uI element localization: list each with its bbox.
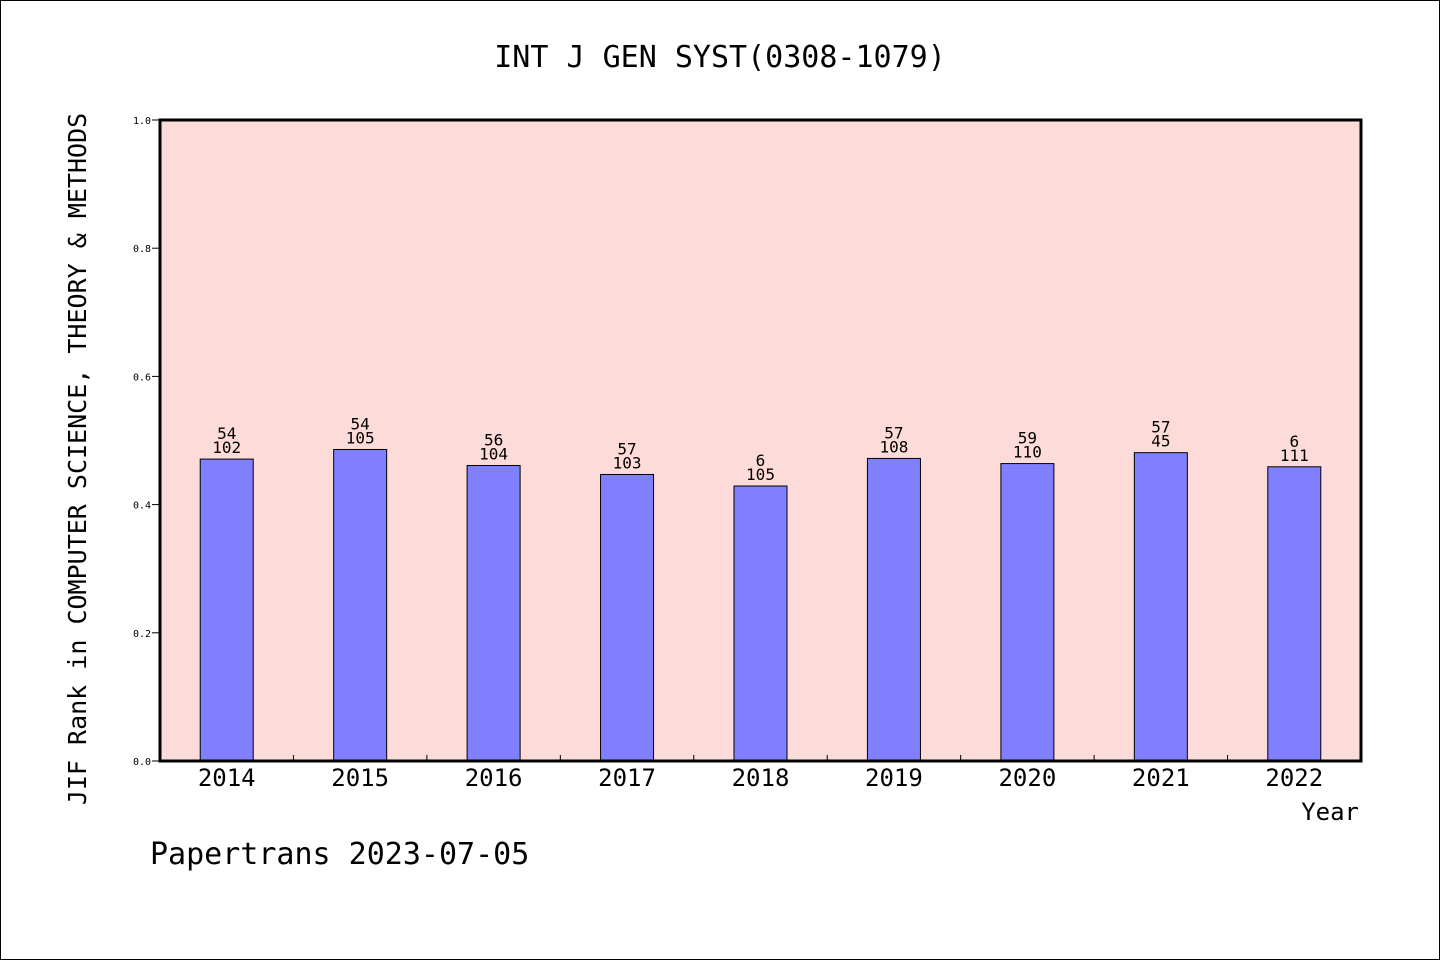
x-tick-label: 2019 [865, 764, 923, 792]
x-tick-label: 2018 [732, 764, 790, 792]
bar-2019 [866, 457, 921, 762]
data-label-top: 57 [884, 423, 903, 442]
data-label-bottom: 111 [1280, 446, 1309, 465]
plot-border [158, 118, 1363, 763]
footer-text: Papertrans 2023-07-05 [150, 837, 529, 872]
data-label-top: 54 [351, 414, 370, 433]
data-label-bottom: 45 [1151, 432, 1170, 451]
x-tick-label: 2015 [331, 764, 389, 792]
data-label-top: 56 [484, 430, 503, 449]
y-tick-label: 0.6 [133, 372, 151, 383]
y-axis-ticks: 0.0 0.2 0.4 0.6 0.8 1.0 [133, 116, 160, 768]
bar-series [199, 448, 1322, 762]
data-label-top: 59 [1018, 429, 1037, 448]
data-label-bottom: 105 [746, 465, 775, 484]
bar-2021 [1133, 452, 1188, 762]
x-axis-label: Year [1301, 798, 1359, 826]
y-tick-label: 0.4 [133, 501, 151, 512]
x-tick-label: 2022 [1265, 764, 1323, 792]
data-label-top: 6 [1289, 432, 1299, 451]
data-label-bottom: 105 [346, 428, 375, 447]
x-tick-label: 2020 [998, 764, 1056, 792]
x-tick-label: 2016 [465, 764, 523, 792]
bar-2020 [1000, 463, 1055, 762]
data-label-bottom: 110 [1013, 443, 1042, 462]
data-label-top: 57 [617, 439, 636, 458]
bar-2015 [333, 448, 388, 762]
bar-2017 [600, 473, 655, 762]
data-label-top: 54 [217, 424, 236, 443]
data-label-bottom: 108 [879, 437, 908, 456]
data-label-top: 6 [756, 451, 766, 470]
y-tick-label: 1.0 [133, 116, 151, 127]
y-tick-label: 0.2 [133, 629, 151, 640]
y-axis-label: JIF Rank in COMPUTER SCIENCE, THEORY & M… [63, 113, 92, 805]
y-tick-label: 0.8 [133, 244, 151, 255]
x-axis-ticks: 2014 2015 2016 2017 2018 2019 2020 2021 2022 [198, 755, 1323, 792]
bar-2014 [199, 458, 254, 762]
data-label-bottom: 104 [479, 444, 508, 463]
y-tick-label: 0.0 [133, 757, 151, 768]
data-label-top: 57 [1151, 418, 1170, 437]
x-tick-label: 2014 [198, 764, 256, 792]
chart-title: INT J GEN SYST(0308-1079) [494, 40, 946, 75]
bar-2022 [1267, 466, 1322, 762]
x-tick-label: 2017 [598, 764, 656, 792]
data-label-bottom: 103 [613, 453, 642, 472]
bar-2016 [466, 464, 521, 762]
bar-2018 [733, 485, 788, 762]
data-label-bottom: 102 [212, 438, 241, 457]
x-tick-label: 2021 [1132, 764, 1190, 792]
